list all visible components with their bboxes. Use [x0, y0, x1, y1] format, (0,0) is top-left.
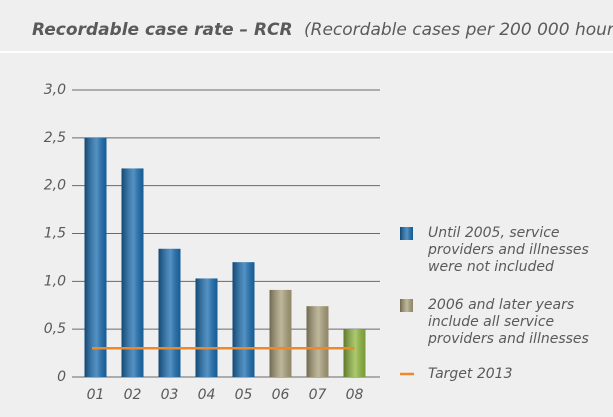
legend-label: include all service: [428, 314, 554, 330]
bar-shading: [269, 289, 292, 377]
bar-shading: [158, 248, 181, 377]
legend-label: providers and illnesses: [427, 242, 589, 258]
x-tick-label: 07: [309, 387, 327, 403]
chart-subtitle: (Recordable cases per 200 000 hours): [304, 20, 613, 40]
title-group: Recordable case rate – RCR (Recordable c…: [32, 20, 613, 40]
legend-label: Target 2013: [428, 366, 513, 382]
bar-shading: [343, 329, 366, 377]
legend-label: were not included: [428, 259, 554, 275]
y-tick-label: 1,5: [44, 226, 66, 242]
y-tick-label: 3,0: [44, 82, 66, 98]
legend-label: 2006 and later years: [428, 297, 574, 313]
y-tick-label: 2,5: [44, 130, 66, 146]
bar-shading: [232, 262, 255, 377]
x-tick-label: 03: [161, 387, 179, 403]
x-tick-label: 06: [272, 387, 290, 403]
y-tick-label: 2,0: [44, 178, 66, 194]
x-tick-label: 05: [235, 387, 253, 403]
bar-shading: [306, 306, 329, 377]
x-tick-label: 02: [124, 387, 142, 403]
legend-swatch-shading: [400, 227, 413, 240]
chart-title: Recordable case rate – RCR: [32, 20, 293, 40]
legend-label: providers and illnesses: [427, 331, 589, 347]
x-tick-label: 01: [87, 387, 105, 403]
legend-label: Until 2005, service: [428, 225, 560, 241]
x-tick-label: 04: [198, 387, 216, 403]
bar-shading: [121, 168, 144, 377]
y-tick-label: 0: [57, 369, 66, 385]
bar-shading: [195, 278, 218, 377]
y-tick-label: 1,0: [44, 273, 66, 289]
y-tick-label: 0,5: [44, 321, 66, 337]
legend-swatch-shading: [400, 299, 413, 312]
x-tick-label: 08: [346, 387, 364, 403]
bar-shading: [84, 137, 107, 377]
